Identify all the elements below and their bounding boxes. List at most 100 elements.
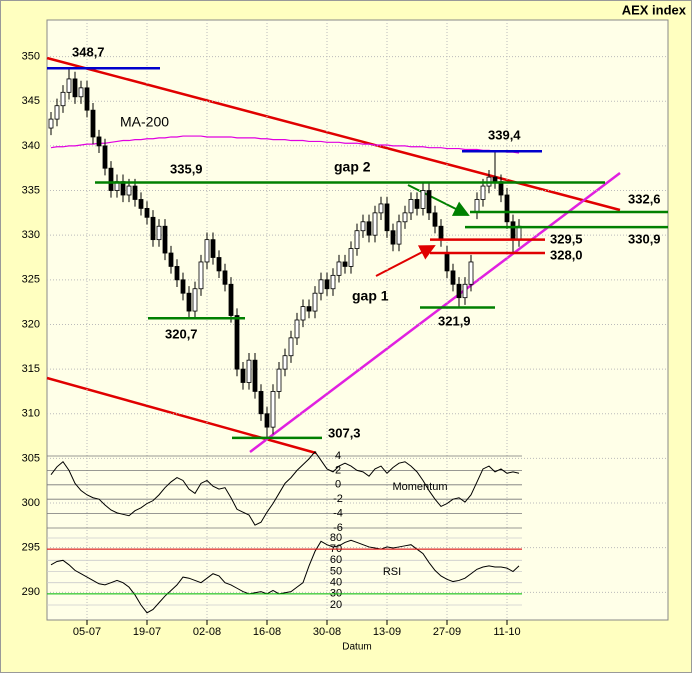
level-label: 335,9 <box>170 161 203 176</box>
candle-body <box>90 109 96 138</box>
chart-title: AEX index <box>622 2 687 17</box>
candle-body <box>348 248 354 267</box>
candle-body <box>60 91 66 107</box>
y-tick-label: 335 <box>22 184 40 196</box>
candle-body <box>102 145 108 169</box>
sub-tick-label: 0 <box>335 479 341 491</box>
candle-body <box>96 136 102 147</box>
candle-body <box>156 225 162 241</box>
candle-body <box>174 266 180 281</box>
x-tick-label: 27-09 <box>433 626 461 638</box>
candle-body <box>234 315 240 370</box>
candle-body <box>420 190 426 209</box>
trend-line <box>46 376 317 455</box>
y-tick-label: 300 <box>22 497 40 509</box>
candle-body <box>330 274 336 290</box>
y-tick-label: 350 <box>22 51 40 63</box>
candle-body <box>432 212 438 227</box>
sub-tick-label: 50 <box>330 565 342 577</box>
candle-body <box>138 199 144 209</box>
sub-tick-label: 4 <box>335 450 341 462</box>
candle-body <box>48 118 54 129</box>
y-tick-label: 295 <box>22 542 40 554</box>
candle-body <box>276 368 282 392</box>
candle-body <box>426 190 432 214</box>
candle-body <box>384 203 390 232</box>
y-tick-label: 345 <box>22 95 40 107</box>
sub-tick-label: 60 <box>330 554 342 566</box>
candle-body <box>198 261 204 290</box>
candle-body <box>180 279 186 294</box>
candle-body <box>288 337 294 357</box>
sub-tick-label: 40 <box>330 577 342 589</box>
candle-body <box>354 230 360 249</box>
candle-body <box>252 359 258 392</box>
y-tick-label: 305 <box>22 452 40 464</box>
sub-tick-label: -6 <box>333 522 343 534</box>
candle-body <box>78 87 84 98</box>
plot-area <box>46 19 669 621</box>
candle-body <box>66 78 72 93</box>
y-tick-label: 320 <box>22 318 40 330</box>
candle-body <box>342 261 348 267</box>
candle-body <box>366 221 372 236</box>
x-axis-title: Datum <box>342 642 371 653</box>
candle-body <box>108 167 114 191</box>
trend-line <box>46 56 621 212</box>
level-label: 330,9 <box>628 231 661 246</box>
sub-tick-label: -4 <box>333 508 343 520</box>
candle-body <box>168 252 174 267</box>
candle-body <box>282 355 288 370</box>
arrow <box>407 184 470 216</box>
level-label: 321,9 <box>438 313 471 328</box>
candle-body <box>54 105 60 120</box>
candle-body <box>444 252 450 272</box>
candle-body <box>324 279 330 290</box>
candle-body <box>126 185 132 196</box>
annotation: gap 1 <box>352 288 389 304</box>
level-label: 320,7 <box>165 326 198 341</box>
candle-body <box>222 270 228 285</box>
annotation: gap 2 <box>334 159 371 175</box>
candle-body <box>300 306 306 321</box>
indicator-line <box>50 539 520 614</box>
candle-body <box>84 87 90 111</box>
x-tick-label: 11-10 <box>493 626 520 638</box>
candle-body <box>456 283 462 299</box>
arrow <box>375 245 436 277</box>
candle-body <box>474 199 480 213</box>
candle-body <box>504 194 510 223</box>
candle-body <box>186 292 192 312</box>
x-tick-label: 19-07 <box>133 626 161 638</box>
candle-body <box>144 207 150 218</box>
candle-body <box>150 216 156 241</box>
candle-body <box>372 212 378 236</box>
level-label: 348,7 <box>72 44 105 59</box>
level-label: 332,6 <box>628 191 661 206</box>
x-tick-label: 02-08 <box>193 626 221 638</box>
level-label: 329,5 <box>550 231 583 246</box>
level-label: 328,0 <box>550 247 583 262</box>
candle-body <box>480 185 486 200</box>
candle-body <box>402 212 408 223</box>
candle-body <box>192 288 198 312</box>
sub-tick-label: 20 <box>330 599 342 611</box>
candle-body <box>312 292 318 312</box>
candle-body <box>510 221 516 241</box>
candle-body <box>306 306 312 312</box>
candle-body <box>462 283 468 299</box>
candle-body <box>204 239 210 263</box>
candle-body <box>438 225 444 241</box>
indicator-name: RSI <box>383 566 401 578</box>
candle-body <box>228 283 234 316</box>
candle-body <box>132 185 138 200</box>
level-label: 339,4 <box>488 127 521 142</box>
candle-body <box>246 359 252 383</box>
sub-tick-label: -2 <box>333 493 343 505</box>
candle-body <box>336 261 342 276</box>
candle-body <box>258 391 264 415</box>
candle-body <box>270 391 276 428</box>
y-tick-label: 340 <box>22 140 40 152</box>
level-label: 307,3 <box>328 425 361 440</box>
